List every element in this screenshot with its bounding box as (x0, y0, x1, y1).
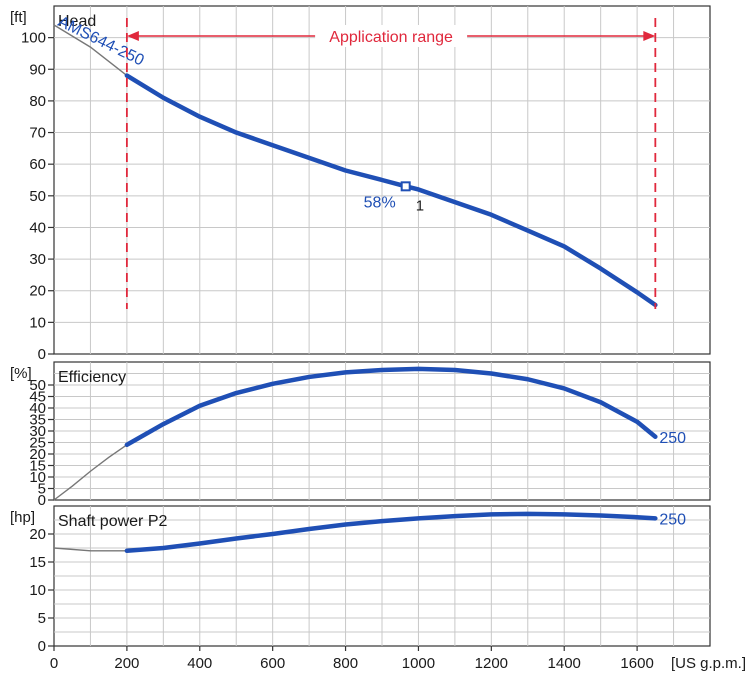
efficiency-end-label: 250 (659, 430, 686, 447)
x-tick-label: 1400 (548, 655, 581, 672)
x-unit-label: [US g.p.m.] (671, 655, 746, 672)
efficiency-y-tick-label: 20 (29, 446, 46, 463)
power-y-tick-label: 20 (29, 526, 46, 543)
duty-point-efficiency-label: 58% (364, 194, 396, 211)
x-tick-label: 400 (187, 655, 212, 672)
efficiency-curve (124, 366, 658, 448)
power-curve (124, 511, 658, 554)
power-y-tick-label: 0 (38, 638, 46, 655)
duty-point-marker (400, 181, 411, 192)
head-y-tick-label: 100 (21, 30, 46, 47)
x-tick-label: 0 (50, 655, 58, 672)
x-tick-label: 200 (114, 655, 139, 672)
application-range-arrow-left (126, 31, 139, 41)
power-y-tick-label: 10 (29, 582, 46, 599)
head-y-tick-label: 40 (29, 219, 46, 236)
efficiency-title: Efficiency (58, 369, 126, 386)
efficiency-y-tick-label: 45 (29, 389, 46, 406)
efficiency-y-tick-label: 5 (38, 481, 46, 498)
x-tick-label: 1600 (620, 655, 653, 672)
efficiency-y-tick-label: 30 (29, 423, 46, 440)
power-end-label: 250 (659, 511, 686, 528)
power-y-tick-label: 5 (38, 610, 46, 627)
power-extrapolated-line (53, 547, 127, 552)
head-unit-label: [ft] (10, 9, 27, 26)
head-extrapolated-line (53, 24, 128, 77)
efficiency-y-tick-label: 50 (29, 377, 46, 394)
efficiency-y-tick-label: 35 (29, 412, 46, 429)
x-axis: 0 200 400 600 800 1000 1200 1400 1600 [US g.p.m.] (50, 646, 746, 672)
duty-point-label: 1 (416, 197, 424, 214)
power-unit-label: [hp] (10, 509, 35, 526)
efficiency-extrapolated-line (53, 444, 128, 501)
head-y-tick-label: 70 (29, 125, 46, 142)
power-y-tick-label: 15 (29, 554, 46, 571)
power-title: Shaft power P2 (58, 513, 168, 530)
head-y-tick-label: 50 (29, 188, 46, 205)
efficiency-y-tick-label: 25 (29, 435, 46, 452)
efficiency-y-tick-label: 40 (29, 400, 46, 417)
head-y-tick-label: 90 (29, 61, 46, 78)
x-tick-label: 1200 (475, 655, 508, 672)
application-range-label-bg (315, 25, 468, 47)
shaft-power-panel: 0 5 10 15 20[hp] Shaft power P2 250 (10, 505, 711, 655)
head-y-tick-label: 20 (29, 283, 46, 300)
efficiency-y-tick-label: 0 (38, 492, 46, 509)
x-tick-label: 600 (260, 655, 285, 672)
head-y-tick-label: 30 (29, 251, 46, 268)
head-title: Head (58, 13, 96, 30)
head-y-tick-label: 80 (29, 93, 46, 110)
efficiency-y-tick-label: 15 (29, 458, 46, 475)
head-y-tick-label: 60 (29, 156, 46, 173)
x-tick-label: 1000 (402, 655, 435, 672)
application-range-label: Application range (329, 29, 453, 46)
efficiency-y-tick-label: 10 (29, 469, 46, 486)
efficiency-unit-label: [%] (10, 365, 32, 382)
head-y-tick-label: 0 (38, 346, 46, 363)
x-tick-label: 800 (333, 655, 358, 672)
application-range-arrow-right (643, 31, 656, 41)
head-y-tick-label: 10 (29, 314, 46, 331)
